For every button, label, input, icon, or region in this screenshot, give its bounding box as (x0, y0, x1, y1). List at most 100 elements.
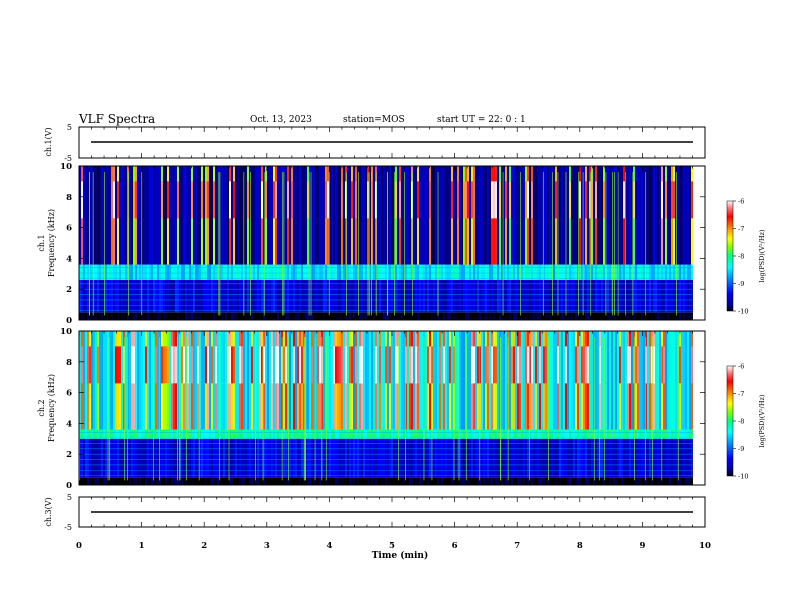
spectrogram-cell (159, 331, 161, 430)
spectrogram-cell (85, 264, 87, 280)
spectrogram-cell (351, 438, 353, 478)
spectrogram-cell (409, 166, 411, 265)
spectrogram-burst-core (251, 346, 253, 384)
spectrogram-cell (539, 477, 541, 485)
spectrogram-cell (451, 429, 453, 439)
spectrogram-cell (93, 166, 95, 265)
spectrogram-cell (151, 264, 153, 280)
spectrogram-burst-core (201, 181, 203, 219)
spectrogram-cell (557, 429, 559, 439)
spectrogram-cell (297, 429, 299, 439)
spectrogram-cell (393, 429, 395, 439)
spectrogram-cell (271, 279, 273, 313)
spectrogram-cell (443, 312, 445, 320)
spectrogram-cell (633, 438, 635, 478)
spectrogram-cell (105, 312, 107, 320)
spectrogram-cell (235, 312, 237, 320)
spectrogram-cell (309, 279, 311, 313)
spectrogram-cell (243, 477, 245, 485)
spectrogram-cell (199, 264, 201, 280)
spectrogram-burst-core (177, 181, 179, 219)
spectrogram-cell (381, 279, 383, 313)
spectrogram-cell (167, 312, 169, 320)
spectrogram-cell (347, 166, 349, 265)
spectrogram-cell (159, 312, 161, 320)
spectrogram-cell (241, 166, 243, 265)
spectrogram-cell (431, 264, 433, 280)
spectrogram-cell (557, 477, 559, 485)
spectrogram-cell (523, 429, 525, 439)
spectrogram-cell (201, 264, 203, 280)
spectrogram-cell (281, 166, 283, 265)
spectrogram-cell (207, 438, 209, 478)
spectrogram-cell (207, 312, 209, 320)
spectrogram-cell (129, 331, 131, 430)
spectrogram-cell (469, 477, 471, 485)
spectrogram-cell (667, 429, 669, 439)
spectrogram-cell (563, 166, 565, 265)
spectrogram-cell (97, 438, 99, 478)
spectrogram-cell (419, 438, 421, 478)
spectrogram-cell (345, 477, 347, 485)
spectrogram-cell (145, 279, 147, 313)
spectrogram-cell (285, 264, 287, 280)
spectrogram-cell (329, 429, 331, 439)
spectrogram-cell (441, 264, 443, 280)
spectrogram-burst-core (173, 346, 175, 384)
spectrogram-cell (307, 477, 309, 485)
spectrogram-cell (397, 279, 399, 313)
spectrogram-cell (605, 429, 607, 439)
spectrogram-cell (517, 477, 519, 485)
spectrogram-cell (347, 331, 349, 430)
spectrogram-cell (609, 331, 611, 430)
spectrogram-cell (145, 264, 147, 280)
spectrogram-cell (253, 264, 255, 280)
spectrogram-cell (589, 264, 591, 280)
spectrogram-cell (617, 312, 619, 320)
spectrogram-cell (91, 429, 93, 439)
spectrogram-cell (111, 264, 113, 280)
spectrogram-cell (167, 264, 169, 280)
spectrogram-cell (677, 279, 679, 313)
spectrogram-cell (549, 264, 551, 280)
spectrogram-burst-core (491, 181, 493, 219)
spectrogram-cell (341, 429, 343, 439)
spectrogram-cell (595, 429, 597, 439)
spectrogram-cell (665, 312, 667, 320)
spectrogram-cell (113, 331, 115, 430)
spectrogram-cell (103, 331, 105, 430)
ch3-voltage-ylabel: ch.3(V) (44, 497, 53, 526)
spectrogram-cell (629, 312, 631, 320)
spectrogram-cell (143, 264, 145, 280)
spectrogram-cell (367, 438, 369, 478)
spectrogram-cell (671, 312, 673, 320)
spectrogram-cell (671, 331, 673, 430)
spectrogram-cell (449, 166, 451, 265)
spectrogram-cell (211, 166, 213, 265)
spectrogram-burst-core (509, 181, 511, 219)
spectrogram-cell (141, 331, 143, 430)
spectrogram-cell (245, 279, 247, 313)
spectrogram-cell (571, 438, 573, 478)
spectrogram-cell (597, 438, 599, 478)
spectrogram-cell (483, 429, 485, 439)
spectrogram-cell (633, 264, 635, 280)
spectrogram-cell (221, 312, 223, 320)
spectrogram-cell (685, 312, 687, 320)
spectrogram-cell (425, 264, 427, 280)
spectrogram-cell (627, 312, 629, 320)
spectrogram-cell (225, 166, 227, 265)
spectrogram-cell (97, 429, 99, 439)
frequency-tick-label: 2 (66, 285, 72, 295)
spectrogram-cell (611, 429, 613, 439)
spectrogram-cell (655, 264, 657, 280)
spectrogram-cell (181, 477, 183, 485)
spectrogram-burst-core (117, 346, 119, 384)
colorbar-tick-label: -7 (738, 225, 744, 233)
spectrogram-cell (609, 166, 611, 265)
spectrogram-cell (253, 477, 255, 485)
spectrogram-cell (243, 312, 245, 320)
spectrogram-cell (401, 166, 403, 265)
spectrogram-cell (141, 429, 143, 439)
spectrogram-cell (515, 331, 517, 430)
